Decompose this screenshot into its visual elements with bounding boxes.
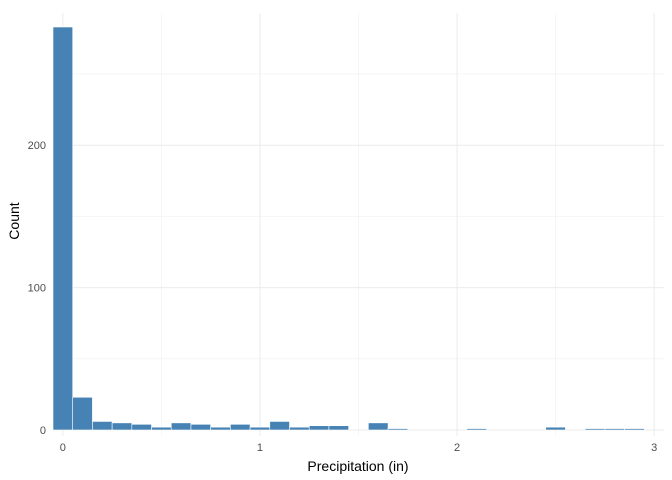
x-axis-ticks: 0 1 2 3: [60, 442, 657, 454]
histogram-bar: [52, 26, 74, 431]
y-tick-label: 200: [28, 140, 46, 152]
y-axis-title: Count: [6, 202, 22, 239]
histogram-bar: [584, 428, 606, 431]
histogram-bar: [170, 422, 192, 431]
histogram-bar: [368, 422, 389, 431]
histogram-bar: [72, 396, 93, 431]
grid-lines: [53, 13, 664, 436]
x-tick-label: 1: [257, 442, 263, 454]
histogram-bar: [466, 428, 487, 431]
histogram-bar: [604, 428, 625, 431]
histogram-bar: [624, 428, 645, 431]
histogram-bar: [289, 426, 310, 431]
histogram-bar: [545, 426, 566, 431]
x-tick-label: 0: [60, 442, 66, 454]
histogram-bar: [151, 426, 172, 431]
histogram-bar: [190, 424, 211, 431]
x-tick-label: 3: [651, 442, 657, 454]
histogram-bar: [230, 424, 251, 431]
x-axis-title: Precipitation (in): [307, 458, 408, 474]
histogram-bar: [92, 421, 113, 431]
histogram-bar: [269, 421, 290, 431]
histogram-bar: [131, 424, 152, 431]
histogram-bar: [308, 425, 330, 431]
histogram-bar: [111, 422, 133, 431]
y-tick-label: 0: [40, 425, 46, 437]
y-tick-label: 100: [28, 283, 46, 295]
histogram-bar: [210, 426, 231, 431]
histogram-bar: [328, 425, 349, 431]
histogram-bar: [387, 428, 409, 431]
histogram-bar: [249, 426, 271, 431]
y-axis-ticks: 0 100 200: [28, 140, 46, 437]
x-tick-label: 2: [454, 442, 460, 454]
histogram-bars: [52, 26, 645, 431]
